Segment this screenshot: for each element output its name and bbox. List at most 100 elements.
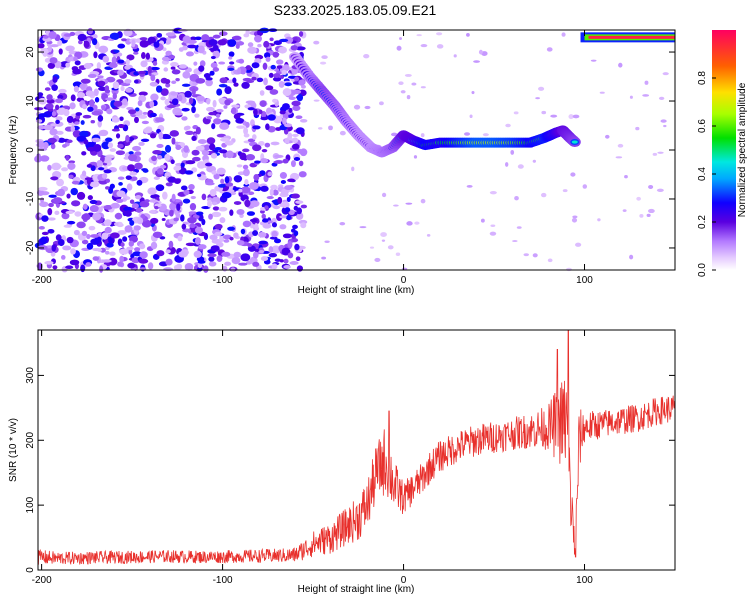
heatmap-cell	[313, 40, 320, 45]
heatmap-cell	[150, 241, 158, 250]
heatmap-cell	[71, 200, 81, 207]
heatmap-cell	[147, 262, 154, 270]
heatmap-cell	[185, 160, 196, 165]
heatmap-cell	[117, 43, 126, 49]
heatmap-cell	[209, 234, 218, 240]
heatmap-cell	[181, 83, 191, 87]
heatmap-cell	[108, 62, 118, 69]
heatmap-cell	[37, 92, 44, 97]
heatmap-cell	[211, 123, 216, 130]
heatmap-cell	[244, 178, 249, 186]
heatmap-cell	[276, 65, 283, 69]
heatmap-cell	[283, 265, 291, 269]
heatmap-cell	[339, 130, 346, 136]
heatmap-cell	[68, 174, 74, 179]
heatmap-cell	[599, 91, 605, 94]
heatmap-cell	[201, 193, 207, 201]
heatmap-cell	[173, 217, 179, 222]
heatmap-cell	[194, 226, 203, 234]
heatmap-cell	[103, 169, 112, 174]
heatmap-cell	[236, 209, 245, 215]
heatmap-cell	[646, 213, 651, 217]
heatmap-cell	[82, 114, 92, 119]
heatmap-cell	[55, 104, 60, 111]
heatmap-cell	[287, 240, 293, 248]
heatmap-cell	[298, 79, 305, 86]
heatmap-cell	[138, 141, 145, 146]
heatmap-cell	[208, 39, 218, 46]
heatmap-cell	[292, 224, 298, 230]
heatmap-cell	[203, 144, 211, 151]
colorbar-title: Normalized spectral amplitude	[737, 82, 748, 217]
heatmap-cell	[294, 243, 300, 251]
heatmap-cell	[181, 150, 189, 159]
heatmap-cell	[128, 240, 135, 247]
heatmap-cell	[213, 173, 220, 180]
heatmap-cell	[471, 90, 475, 95]
heatmap-cell	[296, 265, 303, 272]
heatmap-cell	[629, 95, 633, 99]
heatmap-cell	[41, 231, 49, 236]
heatmap-cell	[49, 128, 58, 136]
heatmap-cell	[279, 215, 288, 219]
heatmap-cell	[300, 84, 306, 89]
heatmap-cell	[292, 137, 299, 144]
heatmap-cell	[216, 255, 223, 262]
heatmap-cell	[221, 251, 231, 257]
heatmap-cell	[124, 78, 132, 84]
heatmap-cell	[540, 192, 547, 198]
heatmap-cell	[66, 236, 74, 244]
heatmap-cell	[152, 231, 163, 238]
heatmap-cell	[180, 162, 185, 168]
heatmap-cell	[269, 236, 278, 240]
heatmap-cell	[154, 205, 159, 210]
heatmap-cell	[277, 196, 283, 204]
heatmap-cell	[197, 244, 207, 250]
heatmap-cell	[215, 108, 224, 113]
heatmap-cell	[205, 78, 213, 87]
heatmap-x-axis-title: Height of straight line (km)	[298, 285, 415, 296]
heatmap-cell	[207, 199, 212, 208]
heatmap-cell	[260, 206, 266, 211]
heatmap-cell	[104, 250, 110, 255]
heatmap-cell	[292, 105, 301, 111]
heatmap-cell	[40, 236, 48, 245]
heatmap-cell	[135, 207, 143, 213]
heatmap-cell	[293, 157, 301, 161]
heatmap-cell	[160, 88, 169, 96]
heatmap-cell	[148, 199, 158, 203]
heatmap-cell	[286, 214, 292, 221]
heatmap-cell	[37, 125, 45, 130]
heatmap-cell	[149, 81, 158, 87]
heatmap-cell	[227, 39, 237, 47]
heatmap-cell	[189, 223, 196, 229]
heatmap-cell	[224, 99, 231, 106]
heatmap-cell	[76, 92, 86, 99]
heatmap-cell	[66, 193, 71, 199]
heatmap-cell	[47, 164, 52, 171]
heatmap-cell	[260, 256, 269, 262]
heatmap-cell	[81, 213, 91, 221]
heatmap-cell	[112, 92, 118, 100]
colorbar-tick-label: 0.6	[697, 119, 708, 133]
heatmap-cell	[149, 100, 155, 108]
heatmap-cell	[74, 60, 81, 66]
heatmap-cell	[233, 251, 242, 258]
heatmap-cell	[117, 261, 123, 267]
heatmap-cell	[37, 43, 45, 49]
heatmap-cell	[219, 77, 228, 84]
heatmap-cell	[206, 116, 213, 120]
heatmap-cell	[126, 183, 133, 191]
heatmap-cell	[132, 251, 142, 257]
heatmap-cell	[300, 204, 308, 209]
y-tick-label: 10	[25, 95, 36, 107]
heatmap-cell	[114, 212, 123, 220]
heatmap-cell	[291, 143, 300, 150]
heatmap-cell	[50, 251, 56, 257]
heatmap-cell	[274, 154, 284, 158]
x-tick-label: -200	[32, 575, 52, 586]
heatmap-cell	[570, 172, 576, 177]
heatmap-cell	[69, 259, 80, 266]
heatmap-cell	[140, 138, 150, 142]
